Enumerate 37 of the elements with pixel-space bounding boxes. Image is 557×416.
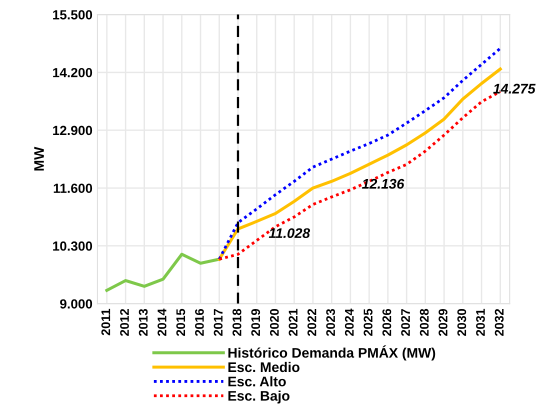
legend-label: Esc. Medio <box>228 362 300 372</box>
x-tick-label: 2022 <box>307 309 316 336</box>
legend-label: Esc. Alto <box>228 376 286 386</box>
annotation: 12.136 <box>362 178 404 189</box>
x-tick-label: 2028 <box>420 308 429 336</box>
x-tick-label: 2030 <box>457 309 466 336</box>
y-tick-label: 10.300 <box>53 241 92 251</box>
x-tick-label: 2026 <box>382 308 392 336</box>
x-tick-label: 2020 <box>270 309 279 336</box>
x-tick-label: 2014 <box>158 308 166 336</box>
y-tick-label: 12.900 <box>53 126 92 136</box>
x-tick-label: 2021 <box>288 308 298 336</box>
y-tick-label: 15.500 <box>53 10 92 20</box>
annotation: 11.028 <box>268 228 310 238</box>
line-series <box>105 252 221 292</box>
x-tick-label: 2017 <box>214 309 223 336</box>
y-tick-label: 9.000 <box>60 299 92 309</box>
x-tick-label: 2023 <box>326 308 336 336</box>
y-tick-label: 14.200 <box>53 68 92 78</box>
legend-label: Esc. Bajo <box>228 390 290 404</box>
y-tick-label: 11.600 <box>54 184 92 193</box>
x-tick-label: 2027 <box>401 309 410 336</box>
x-tick-label: 2032 <box>494 309 504 336</box>
x-tick-label: 2011 <box>101 308 110 336</box>
y-axis-title: MW <box>34 146 44 171</box>
legend-label: Histórico Demanda PMÁX (MW) <box>228 345 436 361</box>
x-tick-label: 2018 <box>232 308 242 336</box>
x-tick-label: 2016 <box>195 308 204 336</box>
x-tick-label: 2019 <box>251 309 260 336</box>
x-tick-label: 2013 <box>138 308 148 336</box>
x-tick-label: 2024 <box>344 308 354 336</box>
x-tick-label: 2029 <box>438 309 448 336</box>
x-tick-label: 2015 <box>176 308 186 336</box>
annotation: 14.275 <box>493 84 536 94</box>
x-tick-label: 2012 <box>120 309 129 336</box>
x-tick-label: 2025 <box>364 308 372 336</box>
x-tick-label: 2031 <box>476 308 485 336</box>
